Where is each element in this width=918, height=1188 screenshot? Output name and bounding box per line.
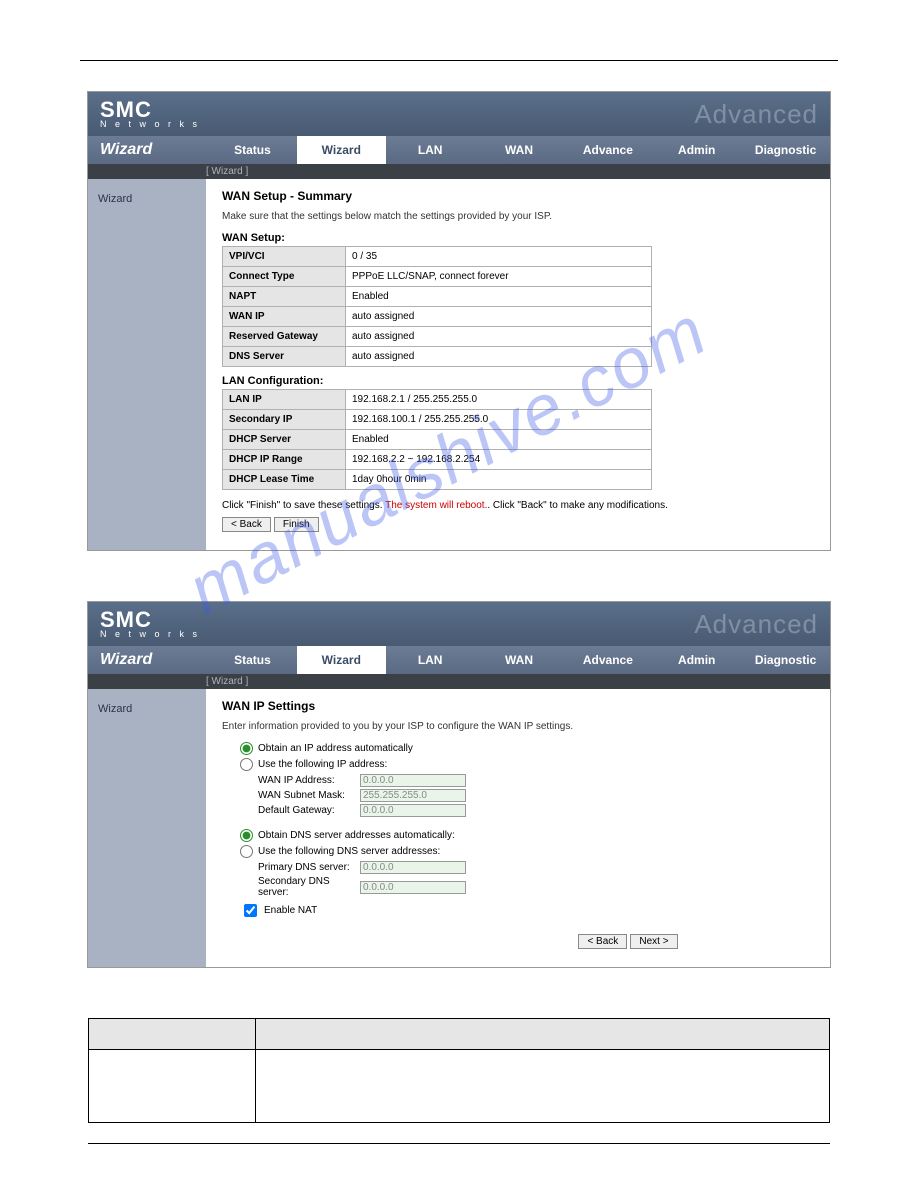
radio-obtain-dns-auto[interactable] bbox=[240, 829, 253, 842]
nav-diagnostic[interactable]: Diagnostic bbox=[741, 646, 830, 674]
enable-nat-label: Enable NAT bbox=[264, 905, 317, 916]
table-row: DNS Serverauto assigned bbox=[223, 347, 652, 367]
table-row: LAN IP192.168.2.1 / 255.255.255.0 bbox=[223, 390, 652, 410]
nav-admin[interactable]: Admin bbox=[652, 646, 741, 674]
nav-section-label: Wizard bbox=[88, 136, 208, 164]
gateway-label: Default Gateway: bbox=[258, 805, 356, 816]
wan-ip-label: WAN IP Address: bbox=[258, 775, 356, 786]
table-row: Secondary IP192.168.100.1 / 255.255.255.… bbox=[223, 410, 652, 430]
table-row: DHCP Lease Time1day 0hour 0min bbox=[223, 470, 652, 490]
screenshot-1: SMC N e t w o r k s Advanced Wizard Stat… bbox=[87, 91, 831, 551]
radio-label: Obtain an IP address automatically bbox=[258, 743, 413, 754]
nav-diagnostic[interactable]: Diagnostic bbox=[741, 136, 830, 164]
button-row: < Back Finish bbox=[222, 517, 814, 532]
nav-lan[interactable]: LAN bbox=[386, 136, 475, 164]
radio-label: Obtain DNS server addresses automaticall… bbox=[258, 830, 455, 841]
nav-wan[interactable]: WAN bbox=[475, 646, 564, 674]
breadcrumb: [ Wizard ] bbox=[88, 164, 830, 179]
ip-address-block: Obtain an IP address automatically Use t… bbox=[222, 742, 814, 817]
nav-wan[interactable]: WAN bbox=[475, 136, 564, 164]
subnet-mask-label: WAN Subnet Mask: bbox=[258, 790, 356, 801]
body-row: Wizard WAN Setup - Summary Make sure tha… bbox=[88, 179, 830, 550]
nav-bar: Wizard Status Wizard LAN WAN Advance Adm… bbox=[88, 646, 830, 674]
back-button[interactable]: < Back bbox=[222, 517, 271, 532]
nav-advance[interactable]: Advance bbox=[563, 136, 652, 164]
secondary-dns-label: Secondary DNS server: bbox=[258, 876, 356, 898]
page-title: WAN Setup - Summary bbox=[222, 189, 814, 203]
doc-td-1 bbox=[89, 1050, 256, 1123]
breadcrumb: [ Wizard ] bbox=[88, 674, 830, 689]
gateway-field[interactable] bbox=[360, 804, 466, 817]
page-title: WAN IP Settings bbox=[222, 699, 814, 713]
lan-config-table: LAN IP192.168.2.1 / 255.255.255.0 Second… bbox=[222, 389, 652, 490]
footnote-text: Click "Finish" to save these settings. T… bbox=[222, 500, 814, 511]
content-area: WAN IP Settings Enter information provid… bbox=[206, 689, 830, 967]
table-row: VPI/VCI0 / 35 bbox=[223, 247, 652, 267]
radio-label: Use the following DNS server addresses: bbox=[258, 846, 440, 857]
enable-nat-checkbox[interactable] bbox=[244, 904, 257, 917]
nav-status[interactable]: Status bbox=[208, 646, 297, 674]
sidebar-item-wizard[interactable]: Wizard bbox=[98, 193, 132, 205]
header-right-text: Advanced bbox=[694, 609, 818, 640]
dns-block: Obtain DNS server addresses automaticall… bbox=[222, 829, 814, 920]
smc-logo: SMC N e t w o r k s bbox=[100, 609, 200, 639]
wan-setup-title: WAN Setup: bbox=[222, 232, 814, 244]
table-row: WAN IPauto assigned bbox=[223, 307, 652, 327]
radio-label: Use the following IP address: bbox=[258, 759, 387, 770]
table-row: Connect TypePPPoE LLC/SNAP, connect fore… bbox=[223, 267, 652, 287]
primary-dns-field[interactable] bbox=[360, 861, 466, 874]
secondary-dns-field[interactable] bbox=[360, 881, 466, 894]
bottom-rule bbox=[88, 1143, 830, 1144]
smc-logo: SMC N e t w o r k s bbox=[100, 99, 200, 129]
finish-button[interactable]: Finish bbox=[274, 517, 319, 532]
nav-lan[interactable]: LAN bbox=[386, 646, 475, 674]
screenshot-2: SMC N e t w o r k s Advanced Wizard Stat… bbox=[87, 601, 831, 968]
warning-text: The system will reboot. bbox=[385, 500, 487, 511]
table-row: DHCP IP Range192.168.2.2 ~ 192.168.2.254 bbox=[223, 450, 652, 470]
doc-table bbox=[88, 1018, 830, 1123]
radio-use-ip[interactable] bbox=[240, 758, 253, 771]
subnet-mask-field[interactable] bbox=[360, 789, 466, 802]
button-row: < Back Next > bbox=[222, 934, 814, 949]
sidebar: Wizard bbox=[88, 689, 206, 967]
nav-bar: Wizard Status Wizard LAN WAN Advance Adm… bbox=[88, 136, 830, 164]
next-button[interactable]: Next > bbox=[630, 934, 677, 949]
nav-wizard[interactable]: Wizard bbox=[297, 646, 386, 674]
nav-advance[interactable]: Advance bbox=[563, 646, 652, 674]
sidebar-item-wizard[interactable]: Wizard bbox=[98, 703, 132, 715]
header-right-text: Advanced bbox=[694, 99, 818, 130]
primary-dns-label: Primary DNS server: bbox=[258, 862, 356, 873]
radio-obtain-ip-auto[interactable] bbox=[240, 742, 253, 755]
doc-td-2 bbox=[256, 1050, 830, 1123]
logo-main: SMC bbox=[100, 609, 200, 631]
header-bar: SMC N e t w o r k s Advanced bbox=[88, 602, 830, 646]
body-row: Wizard WAN IP Settings Enter information… bbox=[88, 689, 830, 967]
wan-ip-field[interactable] bbox=[360, 774, 466, 787]
radio-use-dns[interactable] bbox=[240, 845, 253, 858]
page-desc: Make sure that the settings below match … bbox=[222, 211, 814, 222]
wan-setup-table: VPI/VCI0 / 35 Connect TypePPPoE LLC/SNAP… bbox=[222, 246, 652, 367]
header-bar: SMC N e t w o r k s Advanced bbox=[88, 92, 830, 136]
nav-status[interactable]: Status bbox=[208, 136, 297, 164]
lan-config-title: LAN Configuration: bbox=[222, 375, 814, 387]
page-desc: Enter information provided to you by you… bbox=[222, 721, 814, 732]
doc-th-1 bbox=[89, 1019, 256, 1050]
logo-sub: N e t w o r k s bbox=[100, 629, 200, 639]
nav-admin[interactable]: Admin bbox=[652, 136, 741, 164]
table-row: Reserved Gatewayauto assigned bbox=[223, 327, 652, 347]
top-rule bbox=[80, 60, 838, 61]
content-area: WAN Setup - Summary Make sure that the s… bbox=[206, 179, 830, 550]
nav-wizard[interactable]: Wizard bbox=[297, 136, 386, 164]
sidebar: Wizard bbox=[88, 179, 206, 550]
table-row: NAPTEnabled bbox=[223, 287, 652, 307]
doc-th-2 bbox=[256, 1019, 830, 1050]
logo-main: SMC bbox=[100, 99, 200, 121]
logo-sub: N e t w o r k s bbox=[100, 119, 200, 129]
nav-section-label: Wizard bbox=[88, 646, 208, 674]
table-row: DHCP ServerEnabled bbox=[223, 430, 652, 450]
back-button[interactable]: < Back bbox=[578, 934, 627, 949]
